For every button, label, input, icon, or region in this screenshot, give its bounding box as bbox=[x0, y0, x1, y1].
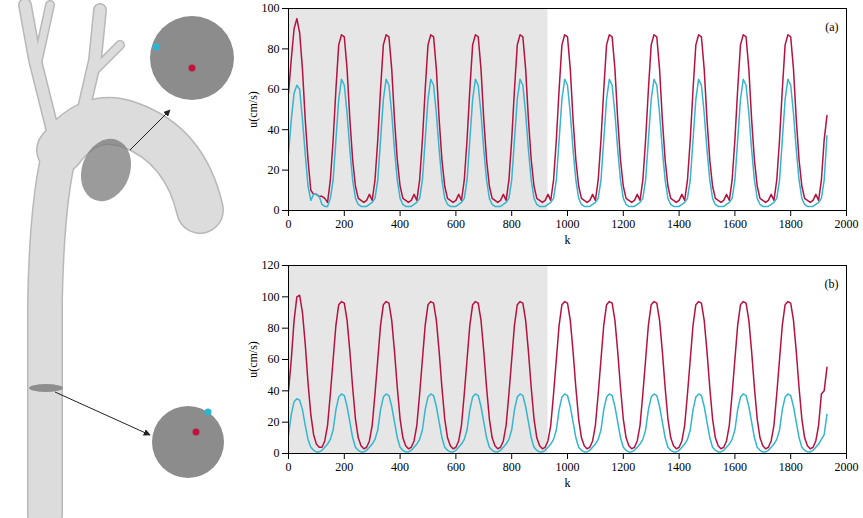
svg-text:1800: 1800 bbox=[779, 460, 803, 474]
svg-text:1200: 1200 bbox=[611, 460, 635, 474]
svg-text:100: 100 bbox=[262, 290, 280, 304]
svg-text:1400: 1400 bbox=[667, 217, 691, 231]
svg-text:40: 40 bbox=[268, 384, 280, 398]
svg-text:600: 600 bbox=[447, 460, 465, 474]
svg-text:60: 60 bbox=[268, 82, 280, 96]
svg-text:1000: 1000 bbox=[556, 217, 580, 231]
svg-text:2000: 2000 bbox=[835, 217, 859, 231]
svg-text:2000: 2000 bbox=[835, 460, 859, 474]
svg-text:1400: 1400 bbox=[667, 460, 691, 474]
svg-text:0: 0 bbox=[286, 460, 292, 474]
svg-text:40: 40 bbox=[268, 123, 280, 137]
svg-text:0: 0 bbox=[274, 203, 280, 217]
svg-text:k: k bbox=[565, 233, 571, 247]
svg-text:120: 120 bbox=[262, 258, 280, 272]
svg-text:0: 0 bbox=[286, 217, 292, 231]
svg-text:800: 800 bbox=[503, 460, 521, 474]
svg-text:1600: 1600 bbox=[723, 460, 747, 474]
svg-text:1600: 1600 bbox=[723, 217, 747, 231]
svg-text:1000: 1000 bbox=[556, 460, 580, 474]
svg-text:(b): (b) bbox=[825, 277, 839, 291]
svg-text:80: 80 bbox=[268, 321, 280, 335]
svg-text:u(cm/s): u(cm/s) bbox=[246, 91, 260, 128]
svg-text:60: 60 bbox=[268, 352, 280, 366]
svg-text:100: 100 bbox=[262, 1, 280, 15]
svg-text:1800: 1800 bbox=[779, 217, 803, 231]
svg-text:400: 400 bbox=[391, 460, 409, 474]
svg-text:200: 200 bbox=[335, 460, 353, 474]
svg-text:20: 20 bbox=[268, 163, 280, 177]
svg-text:1200: 1200 bbox=[611, 217, 635, 231]
svg-text:200: 200 bbox=[335, 217, 353, 231]
svg-text:600: 600 bbox=[447, 217, 465, 231]
svg-text:20: 20 bbox=[268, 415, 280, 429]
svg-text:k: k bbox=[565, 476, 571, 490]
svg-text:(a): (a) bbox=[825, 20, 838, 34]
svg-text:400: 400 bbox=[391, 217, 409, 231]
svg-text:u(cm/s): u(cm/s) bbox=[246, 341, 260, 378]
svg-text:0: 0 bbox=[274, 446, 280, 460]
svg-text:80: 80 bbox=[268, 42, 280, 56]
svg-text:800: 800 bbox=[503, 217, 521, 231]
